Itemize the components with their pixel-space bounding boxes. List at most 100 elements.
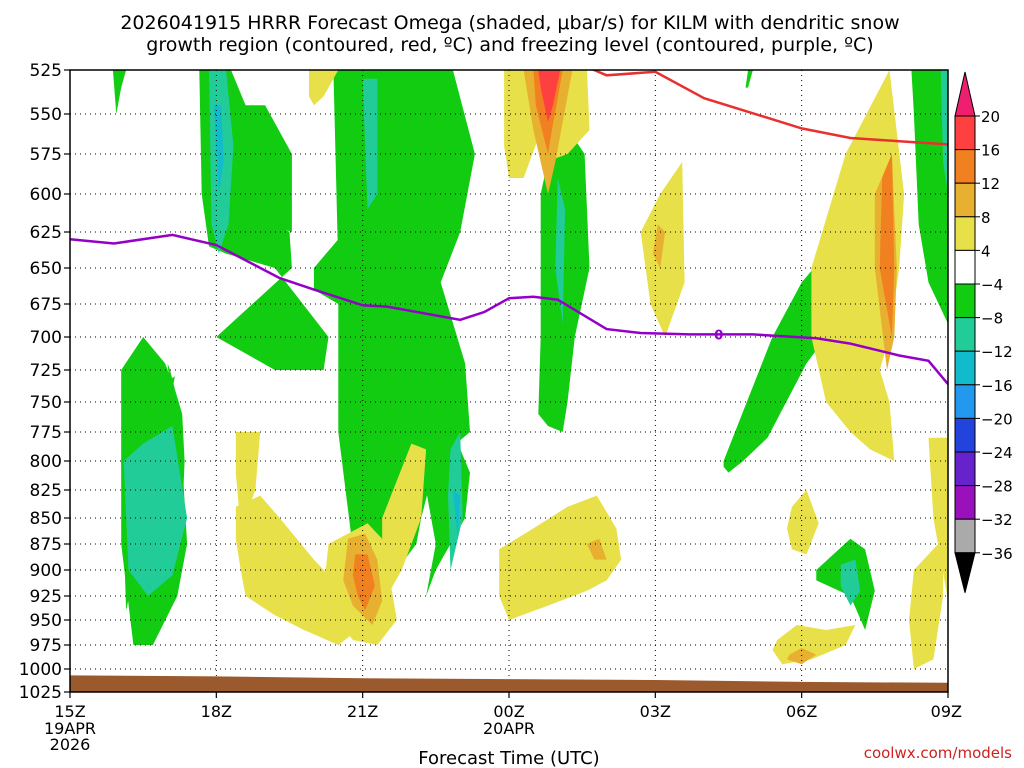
x-label-00Z: 00Z xyxy=(493,702,524,721)
colorbar-segment-12 xyxy=(954,485,976,520)
y-label-975: 975 xyxy=(30,636,62,656)
colorbar-label-2: 12 xyxy=(981,175,1000,193)
y-label-925: 925 xyxy=(30,587,62,607)
y-label-525: 525 xyxy=(30,61,62,81)
omega-shading xyxy=(112,70,948,669)
omega-region-42 xyxy=(587,538,607,560)
colorbar-segment-1 xyxy=(954,115,976,151)
colorbar-label-13: −36 xyxy=(981,545,1013,563)
colorbar-segment-13 xyxy=(954,518,976,554)
omega-region-2 xyxy=(216,216,329,370)
omega-region-20 xyxy=(911,70,948,324)
y-label-850: 850 xyxy=(30,509,62,529)
chart-title-line-1: 2026041915 HRRR Forecast Omega (shaded, … xyxy=(120,12,899,34)
x-label-06Z: 06Z xyxy=(786,702,817,721)
omega-region-33 xyxy=(928,437,948,601)
y-label-800: 800 xyxy=(30,452,62,472)
freezing-level-contour xyxy=(70,233,948,385)
omega-region-15 xyxy=(555,178,566,324)
colorbar-segment-6 xyxy=(954,283,976,319)
omega-region-14 xyxy=(538,114,590,432)
omega-region-43 xyxy=(787,490,819,555)
omega-region-32 xyxy=(879,154,895,337)
pressure-axis: 525 550 575 600 625 650 675 700 725 750 775 800 825 8… xyxy=(19,61,70,703)
colorbar-label-3: 8 xyxy=(981,209,991,227)
omega-region-16 xyxy=(723,253,827,473)
colorbar-label-6: −8 xyxy=(981,310,1003,328)
y-label-875: 875 xyxy=(30,535,62,555)
x-label-21Z: 21Z xyxy=(347,702,378,721)
site-credit: coolwx.com/models xyxy=(864,744,1012,762)
y-label-600: 600 xyxy=(30,185,62,205)
colorbar-segment-4 xyxy=(954,216,976,251)
colorbar-label-12: −32 xyxy=(981,511,1013,529)
y-label-650: 650 xyxy=(30,259,62,279)
omega-region-13 xyxy=(123,426,188,596)
colorbar-label-9: −20 xyxy=(981,410,1013,428)
omega-region-45 xyxy=(787,647,817,665)
contour-lines: 0 xyxy=(70,70,948,385)
y-label-750: 750 xyxy=(30,393,62,413)
colorbar-label-0: 20 xyxy=(981,108,1000,126)
x-label-09Z: 09Z xyxy=(931,702,962,721)
omega-region-29 xyxy=(652,224,666,268)
colorbar-label-8: −16 xyxy=(981,377,1013,395)
colorbar-segment-9 xyxy=(954,384,976,419)
y-label-725: 725 xyxy=(30,361,62,381)
x-sublabel-19APR: 19APR xyxy=(44,719,96,738)
colorbar-segment-11 xyxy=(954,451,976,487)
omega-region-34 xyxy=(909,538,944,669)
omega-region-36 xyxy=(235,495,358,645)
colorbar-label-5: −4 xyxy=(981,276,1003,294)
omega-region-30 xyxy=(811,70,905,461)
x-label-18Z: 18Z xyxy=(201,702,232,721)
y-label-825: 825 xyxy=(30,481,62,501)
dendritic-growth-contour xyxy=(590,70,948,146)
chart-title-line-2: growth region (contoured, red, ºC) and f… xyxy=(146,34,873,56)
y-label-900: 900 xyxy=(30,561,62,581)
y-label-675: 675 xyxy=(30,295,62,315)
omega-region-18 xyxy=(840,559,861,606)
colorbar-label-7: −12 xyxy=(981,343,1013,361)
omega-region-22 xyxy=(309,70,339,106)
colorbar-label-10: −24 xyxy=(981,444,1013,462)
omega-region-40 xyxy=(382,443,427,596)
colorbar-segment-5 xyxy=(954,249,976,285)
y-label-575: 575 xyxy=(30,145,62,165)
colorbar-segment-10 xyxy=(954,417,976,453)
freezing-level-label: 0 xyxy=(714,328,723,343)
omega-region-19 xyxy=(745,70,753,88)
colorbar-segment-3 xyxy=(954,182,976,218)
y-label-625: 625 xyxy=(30,223,62,243)
omega-region-7 xyxy=(362,78,378,210)
colorbar-label-11: −28 xyxy=(981,478,1013,496)
x-label-03Z: 03Z xyxy=(640,702,671,721)
omega-region-9 xyxy=(452,490,461,539)
x-sublabel-2026: 2026 xyxy=(50,735,91,754)
dotted-grid xyxy=(70,70,948,692)
y-label-775: 775 xyxy=(30,423,62,443)
x-sublabel-20APR: 20APR xyxy=(483,719,535,738)
y-label-950: 950 xyxy=(30,611,62,631)
omega-region-41 xyxy=(499,495,622,620)
omega-region-4 xyxy=(213,105,224,194)
colorbar-segment-2 xyxy=(954,149,976,184)
colorbar-bottom-arrow xyxy=(954,552,976,593)
colorbar-label-1: 16 xyxy=(981,142,1000,160)
omega-region-0 xyxy=(112,70,127,114)
y-label-1025: 1025 xyxy=(19,683,62,703)
y-label-550: 550 xyxy=(30,105,62,125)
omega-region-6 xyxy=(313,239,470,596)
y-label-1000: 1000 xyxy=(19,660,62,680)
colorbar-segment-7 xyxy=(954,317,976,352)
omega-colorbar: 20 16 12 8 4 −4 −8 −12 −16 −20 −24 −28 −32 −36 xyxy=(954,71,1013,593)
terrain-layer xyxy=(70,675,948,692)
omega-region-27 xyxy=(538,70,561,122)
colorbar-segment-8 xyxy=(954,350,976,386)
omega-region-21 xyxy=(940,70,948,194)
x-axis-title: Forecast Time (UTC) xyxy=(418,748,599,768)
colorbar-label-4: 4 xyxy=(981,242,991,260)
x-label-15Z: 15Z xyxy=(54,702,85,721)
